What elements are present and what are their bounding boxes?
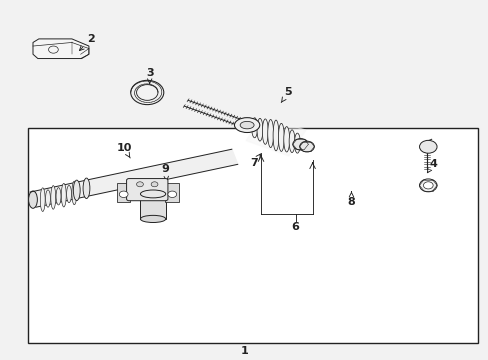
Circle shape — [136, 182, 143, 187]
Ellipse shape — [278, 123, 284, 152]
Ellipse shape — [40, 188, 45, 211]
Circle shape — [292, 139, 308, 150]
Text: 8: 8 — [347, 192, 355, 207]
FancyBboxPatch shape — [126, 179, 167, 201]
Ellipse shape — [267, 120, 273, 148]
Text: 7: 7 — [250, 154, 260, 168]
Circle shape — [419, 140, 436, 153]
Polygon shape — [33, 39, 89, 59]
Ellipse shape — [288, 130, 294, 153]
Ellipse shape — [45, 190, 50, 207]
Text: 6: 6 — [291, 222, 299, 232]
Ellipse shape — [140, 190, 165, 198]
Ellipse shape — [272, 120, 278, 151]
Ellipse shape — [234, 118, 259, 132]
Bar — [165, 183, 179, 202]
Ellipse shape — [294, 133, 300, 153]
Ellipse shape — [83, 178, 90, 198]
Ellipse shape — [61, 183, 66, 207]
Bar — [28, 128, 477, 342]
Text: 10: 10 — [116, 143, 131, 158]
Circle shape — [151, 182, 158, 187]
Text: 1: 1 — [240, 346, 248, 356]
Ellipse shape — [73, 180, 80, 201]
Ellipse shape — [251, 118, 257, 138]
Ellipse shape — [240, 121, 254, 129]
Text: 3: 3 — [145, 68, 153, 84]
Ellipse shape — [66, 185, 71, 203]
Circle shape — [130, 80, 163, 105]
Ellipse shape — [262, 119, 268, 144]
Ellipse shape — [257, 118, 263, 141]
Circle shape — [423, 182, 432, 189]
Ellipse shape — [56, 188, 61, 205]
Ellipse shape — [51, 186, 56, 209]
Text: 5: 5 — [281, 87, 291, 103]
Ellipse shape — [29, 191, 37, 208]
Polygon shape — [30, 149, 237, 207]
Text: 9: 9 — [162, 164, 169, 181]
Text: 2: 2 — [79, 34, 95, 50]
Ellipse shape — [140, 215, 165, 222]
Bar — [117, 183, 130, 202]
Circle shape — [119, 191, 128, 198]
Polygon shape — [245, 115, 305, 156]
Text: 4: 4 — [427, 159, 436, 173]
Circle shape — [299, 141, 314, 152]
Ellipse shape — [283, 127, 289, 152]
Ellipse shape — [72, 181, 77, 205]
Circle shape — [167, 191, 176, 198]
Circle shape — [419, 179, 436, 192]
Bar — [140, 194, 165, 219]
Circle shape — [136, 85, 158, 100]
